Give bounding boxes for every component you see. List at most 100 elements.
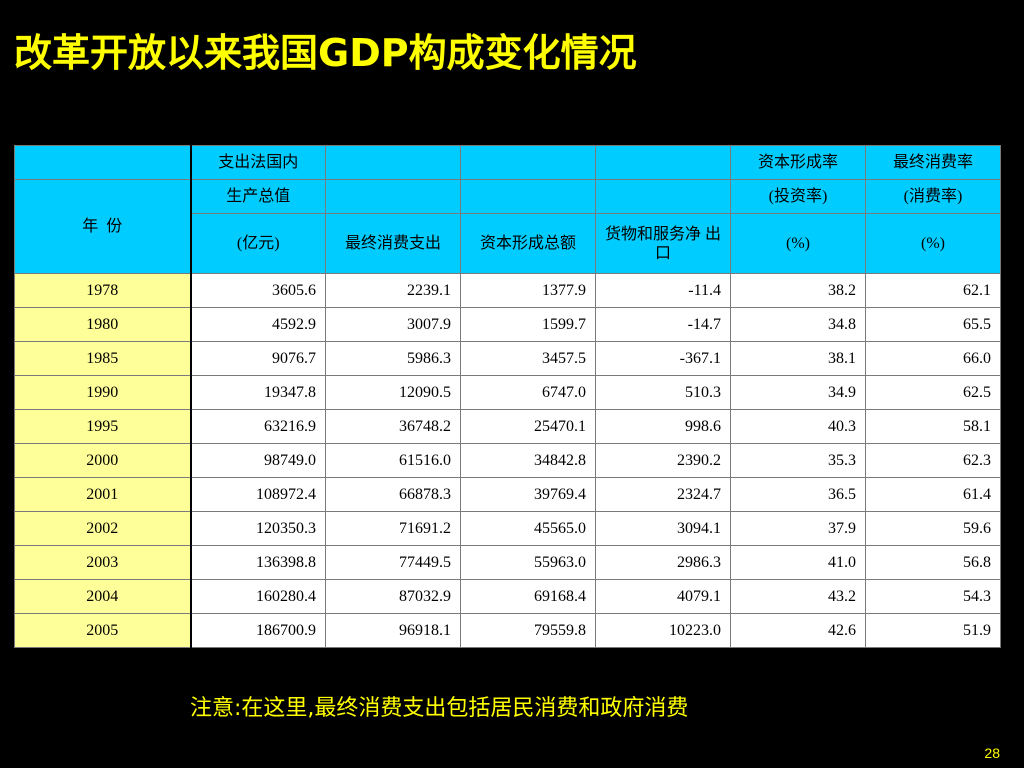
cell-consumption: 12090.5 <box>325 375 461 410</box>
header-gdp-line2: 生产总值 <box>190 179 326 214</box>
cell-consumption: 61516.0 <box>325 443 461 478</box>
cell-investment-rate: 35.3 <box>730 443 866 478</box>
cell-gdp: 108972.4 <box>190 477 326 512</box>
table-row: 1978 3605.6 2239.1 1377.9 -11.4 38.2 62.1 <box>14 273 1001 308</box>
cell-capital-formation: 45565.0 <box>460 511 596 546</box>
header-blank-cell <box>595 145 731 180</box>
cell-gdp: 63216.9 <box>190 409 326 444</box>
cell-gdp: 186700.9 <box>190 613 326 648</box>
cell-gdp: 98749.0 <box>190 443 326 478</box>
cell-capital-formation: 3457.5 <box>460 341 596 376</box>
cell-investment-rate: 34.8 <box>730 307 866 342</box>
cell-consumption-rate: 54.3 <box>865 579 1001 614</box>
cell-capital-formation: 69168.4 <box>460 579 596 614</box>
table-row: 2004 160280.4 87032.9 69168.4 4079.1 43.2 54.3 <box>14 579 1001 614</box>
cell-investment-rate: 37.9 <box>730 511 866 546</box>
cell-capital-formation: 34842.8 <box>460 443 596 478</box>
cell-consumption-rate: 51.9 <box>865 613 1001 648</box>
cell-gdp: 136398.8 <box>190 545 326 580</box>
header-blank-cell <box>460 145 596 180</box>
header-gdp-line1: 支出法国内 <box>190 145 326 180</box>
cell-net-exports: -367.1 <box>595 341 731 376</box>
header-row: (亿元) 最终消费支出 资本形成总额 货物和服务净 出 口 (%) (%) <box>15 213 1001 274</box>
cell-investment-rate: 42.6 <box>730 613 866 648</box>
table-row: 2001 108972.4 66878.3 39769.4 2324.7 36.5 61.4 <box>14 477 1001 512</box>
cell-year: 2002 <box>14 511 192 546</box>
header-consumption-rate-line2: (消费率) <box>865 179 1001 214</box>
cell-consumption: 5986.3 <box>325 341 461 376</box>
header-consumption-rate-unit: (%) <box>865 213 1001 274</box>
cell-consumption: 2239.1 <box>325 273 461 308</box>
cell-consumption-rate: 59.6 <box>865 511 1001 546</box>
header-year: 年 份 <box>14 179 192 274</box>
cell-net-exports: 2986.3 <box>595 545 731 580</box>
header-investment-rate-line2: (投资率) <box>730 179 866 214</box>
cell-investment-rate: 40.3 <box>730 409 866 444</box>
cell-consumption: 96918.1 <box>325 613 461 648</box>
table-row: 2005 186700.9 96918.1 79559.8 10223.0 42.6 51.… <box>14 613 1001 648</box>
cell-year: 1980 <box>14 307 192 342</box>
cell-investment-rate: 41.0 <box>730 545 866 580</box>
header-row: 支出法国内 资本形成率 最终消费率 <box>14 145 1001 180</box>
cell-net-exports: -11.4 <box>595 273 731 308</box>
header-consumption: 最终消费支出 <box>325 213 461 274</box>
cell-year: 1978 <box>14 273 192 308</box>
cell-consumption: 3007.9 <box>325 307 461 342</box>
header-investment-rate-line1: 资本形成率 <box>730 145 866 180</box>
cell-net-exports: 3094.1 <box>595 511 731 546</box>
header-gdp-unit: (亿元) <box>190 213 326 274</box>
cell-investment-rate: 43.2 <box>730 579 866 614</box>
gdp-composition-table: 支出法国内 资本形成率 最终消费率 年 份 生产总值 (投资率) (消费率) (… <box>14 145 1001 648</box>
cell-capital-formation: 79559.8 <box>460 613 596 648</box>
header-blank-cell <box>14 145 192 180</box>
cell-investment-rate: 38.2 <box>730 273 866 308</box>
cell-net-exports: 2324.7 <box>595 477 731 512</box>
slide-title: 改革开放以来我国GDP构成变化情况 <box>14 31 637 75</box>
cell-investment-rate: 34.9 <box>730 375 866 410</box>
cell-net-exports: -14.7 <box>595 307 731 342</box>
table-row: 2000 98749.0 61516.0 34842.8 2390.2 35.3 62.3 <box>14 443 1001 478</box>
cell-year: 1995 <box>14 409 192 444</box>
cell-year: 2005 <box>14 613 192 648</box>
cell-gdp: 19347.8 <box>190 375 326 410</box>
cell-net-exports: 2390.2 <box>595 443 731 478</box>
table-body: 1978 3605.6 2239.1 1377.9 -11.4 38.2 62.1 1980 4… <box>14 273 1001 648</box>
header-capital-formation: 资本形成总额 <box>460 213 596 274</box>
cell-gdp: 120350.3 <box>190 511 326 546</box>
header-consumption-rate-line1: 最终消费率 <box>865 145 1001 180</box>
cell-gdp: 3605.6 <box>190 273 326 308</box>
table-row: 2003 136398.8 77449.5 55963.0 2986.3 41.0 56.8 <box>14 545 1001 580</box>
table-row: 1980 4592.9 3007.9 1599.7 -14.7 34.8 65.5 <box>14 307 1001 342</box>
cell-consumption-rate: 66.0 <box>865 341 1001 376</box>
cell-capital-formation: 1599.7 <box>460 307 596 342</box>
cell-year: 1990 <box>14 375 192 410</box>
cell-consumption-rate: 62.5 <box>865 375 1001 410</box>
cell-year: 2001 <box>14 477 192 512</box>
cell-consumption-rate: 62.3 <box>865 443 1001 478</box>
cell-consumption-rate: 62.1 <box>865 273 1001 308</box>
header-blank-cell <box>460 179 596 214</box>
cell-capital-formation: 39769.4 <box>460 477 596 512</box>
cell-year: 2004 <box>14 579 192 614</box>
cell-consumption-rate: 56.8 <box>865 545 1001 580</box>
header-blank-cell <box>325 179 461 214</box>
table-row: 1995 63216.9 36748.2 25470.1 998.6 40.3 58.1 <box>14 409 1001 444</box>
cell-consumption-rate: 58.1 <box>865 409 1001 444</box>
cell-net-exports: 10223.0 <box>595 613 731 648</box>
cell-year: 1985 <box>14 341 192 376</box>
header-row: 年 份 生产总值 (投资率) (消费率) <box>14 179 1001 274</box>
table-row: 1985 9076.7 5986.3 3457.5 -367.1 38.1 66.0 <box>14 341 1001 376</box>
page-number: 28 <box>984 745 1000 761</box>
cell-capital-formation: 1377.9 <box>460 273 596 308</box>
cell-investment-rate: 38.1 <box>730 341 866 376</box>
table-header: 支出法国内 资本形成率 最终消费率 年 份 生产总值 (投资率) (消费率) (… <box>14 145 1001 274</box>
cell-capital-formation: 55963.0 <box>460 545 596 580</box>
cell-capital-formation: 25470.1 <box>460 409 596 444</box>
cell-consumption: 36748.2 <box>325 409 461 444</box>
cell-year: 2000 <box>14 443 192 478</box>
cell-consumption-rate: 65.5 <box>865 307 1001 342</box>
cell-gdp: 9076.7 <box>190 341 326 376</box>
cell-consumption: 71691.2 <box>325 511 461 546</box>
cell-gdp: 4592.9 <box>190 307 326 342</box>
header-net-exports: 货物和服务净 出 口 <box>595 213 731 274</box>
